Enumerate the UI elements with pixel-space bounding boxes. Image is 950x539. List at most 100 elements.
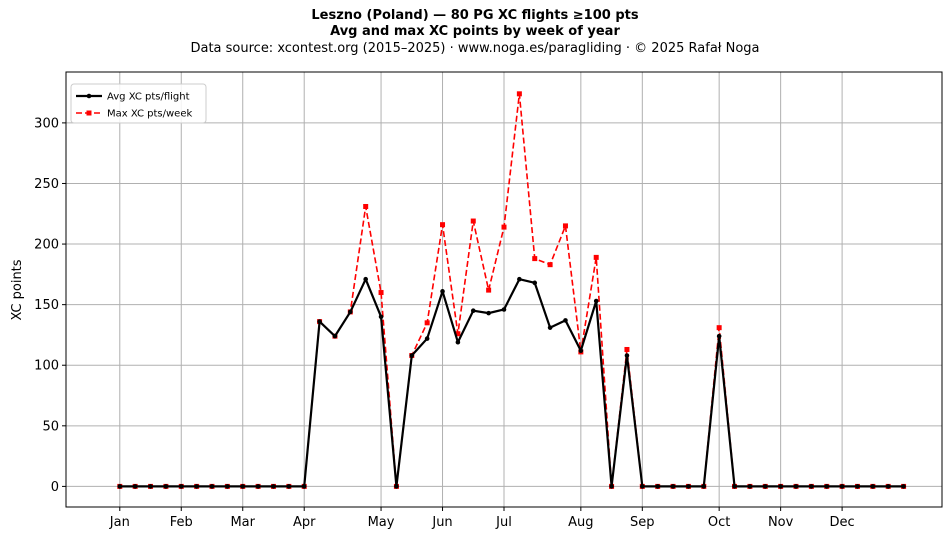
avg-data-point	[301, 484, 307, 489]
x-tick-label: Oct	[708, 515, 730, 530]
avg-data-point	[809, 484, 814, 489]
legend-avg-marker	[86, 93, 92, 99]
avg-data-point	[440, 289, 445, 294]
x-tick-label: Nov	[768, 515, 794, 530]
chart-titles: Leszno (Poland) — 80 PG XC flights ≥100 …	[0, 8, 950, 57]
max-data-point	[516, 91, 522, 97]
max-data-point	[455, 331, 461, 337]
avg-data-point	[578, 348, 584, 353]
avg-data-point	[332, 333, 338, 339]
avg-data-point	[839, 484, 845, 489]
max-data-point	[378, 290, 384, 296]
avg-data-point	[532, 280, 538, 286]
avg-data-point	[132, 484, 138, 489]
avg-data-point	[194, 484, 199, 489]
avg-data-point	[317, 319, 322, 324]
x-tick-label: Jun	[431, 515, 452, 530]
max-data-point	[532, 256, 538, 262]
avg-data-point	[885, 484, 891, 489]
avg-data-point	[701, 484, 707, 489]
y-tick-label: 100	[34, 359, 59, 374]
avg-data-point	[732, 484, 737, 489]
avg-data-point	[517, 276, 522, 282]
max-data-point	[470, 218, 476, 224]
avg-data-point	[870, 484, 876, 489]
y-tick-label: 200	[34, 238, 59, 253]
avg-data-point	[593, 298, 599, 304]
avg-data-point	[686, 484, 691, 489]
max-data-point	[562, 223, 568, 229]
legend-max-marker	[86, 110, 92, 116]
legend-avg-label: Avg XC pts/flight	[107, 92, 190, 103]
x-tick-label: Aug	[568, 515, 593, 530]
avg-data-point	[286, 484, 292, 489]
avg-data-point	[778, 484, 783, 489]
max-data-point	[501, 224, 507, 230]
x-tick-label: Jan	[109, 515, 130, 530]
avg-data-point	[501, 307, 507, 312]
avg-data-point	[378, 314, 384, 320]
max-data-point	[716, 325, 722, 331]
avg-data-point	[824, 484, 830, 489]
chart-subtitle: Avg and max XC points by week of year	[330, 24, 620, 39]
avg-data-point	[670, 484, 676, 489]
x-tick-label: Mar	[230, 515, 255, 530]
x-tick-label: May	[368, 515, 395, 530]
avg-data-point	[348, 309, 353, 315]
grid	[66, 72, 942, 507]
max-data-point	[363, 203, 369, 209]
avg-data-point	[163, 484, 169, 489]
y-tick-label: 300	[34, 116, 59, 131]
y-tick-label: 0	[51, 480, 59, 495]
avg-data-point	[762, 484, 768, 489]
legend: Avg XC pts/flight Max XC pts/week	[70, 83, 207, 124]
data-source-note: Data source: xcontest.org (2015–2025) · …	[190, 41, 760, 56]
chart-title: Leszno (Poland) — 80 PG XC flights ≥100 …	[311, 8, 639, 23]
avg-data-point	[486, 310, 491, 316]
x-tick-label: Apr	[293, 515, 316, 530]
avg-data-point	[240, 484, 246, 489]
y-axis-label: XC points	[10, 259, 25, 320]
avg-data-point	[793, 484, 799, 489]
avg-data-point	[148, 484, 153, 489]
max-data-point	[624, 346, 630, 352]
avg-data-point	[363, 276, 368, 282]
x-tick-label: Dec	[830, 515, 855, 530]
x-tick-label: Jul	[495, 515, 512, 530]
max-data-point	[440, 222, 446, 228]
max-series-line	[119, 93, 904, 488]
avg-data-point	[716, 333, 722, 339]
avg-data-point	[624, 353, 630, 358]
avg-data-point	[855, 484, 860, 489]
avg-data-point	[609, 484, 614, 489]
avg-data-point	[424, 336, 430, 341]
axes: Jan Feb Mar Apr May Jun Jul Aug Sep Oct Nov Dec 0 50 1…	[34, 116, 855, 530]
avg-data-point	[901, 484, 906, 489]
avg-data-point	[394, 484, 399, 489]
avg-data-point	[409, 353, 415, 358]
avg-data-point	[563, 318, 568, 323]
avg-data-point	[271, 484, 276, 489]
series-layer	[117, 91, 907, 489]
y-tick-label: 50	[42, 419, 59, 434]
y-tick-label: 150	[34, 298, 59, 313]
x-tick-label: Feb	[170, 515, 193, 530]
avg-data-point	[655, 484, 660, 489]
max-data-point	[547, 262, 553, 268]
avg-data-point	[178, 484, 184, 489]
max-data-point	[593, 254, 599, 260]
legend-max-label: Max XC pts/week	[107, 109, 192, 120]
y-tick-label: 250	[34, 177, 59, 192]
avg-data-point	[640, 484, 645, 489]
x-tick-label: Sep	[630, 515, 655, 530]
avg-series-line	[119, 278, 904, 488]
max-data-point	[424, 320, 430, 326]
avg-data-point	[117, 484, 123, 489]
avg-data-point	[225, 484, 230, 489]
avg-data-point	[455, 339, 461, 345]
avg-data-point	[255, 484, 261, 489]
max-data-point	[486, 287, 492, 293]
avg-data-point	[470, 308, 476, 314]
avg-data-point	[209, 484, 215, 489]
